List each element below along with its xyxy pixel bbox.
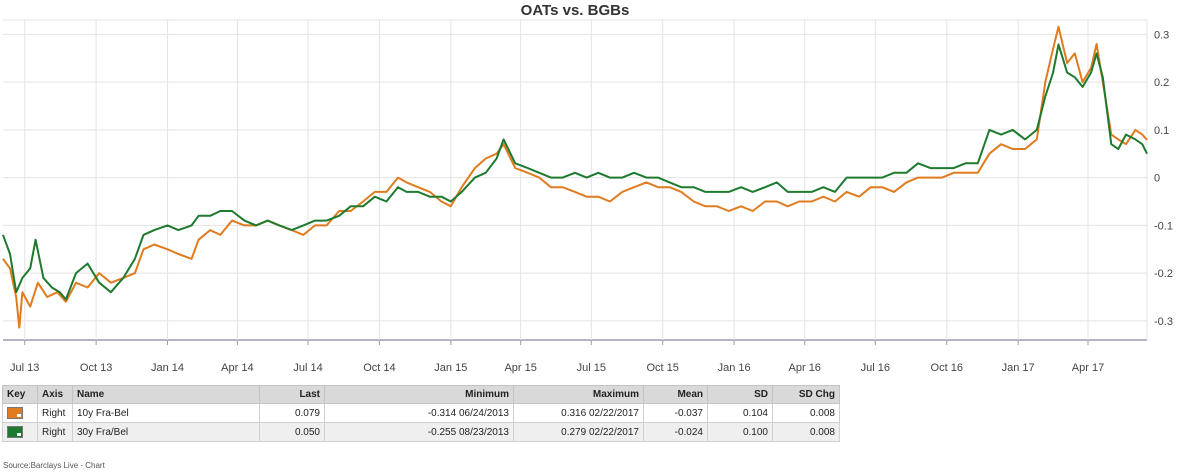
series-line-10y-fra-bel (2, 25, 1148, 329)
x-tick-label: Jul 16 (861, 362, 890, 374)
chart-title: OATs vs. BGBs (520, 2, 630, 19)
x-tick-label: Apr 14 (221, 362, 253, 374)
x-tick-label: Jan 17 (1002, 362, 1035, 374)
col-name: Name (72, 385, 260, 404)
col-key: Key (2, 385, 38, 404)
maximum-cell: 0.316 02/22/2017 (513, 403, 644, 423)
x-tick-label: Jul 13 (10, 362, 39, 374)
series-line-30y-fra-bel (2, 43, 1148, 301)
mean-cell: -0.037 (643, 403, 708, 423)
minimum-cell: -0.314 06/24/2013 (324, 403, 514, 423)
x-tick-label: Oct 14 (363, 362, 395, 374)
x-axis-ticks: Jul 13 Oct 13 Jan 14 Apr 14 Jul 14 Oct 14 Jan … (10, 362, 1104, 374)
name-cell: 10y Fra-Bel (72, 403, 260, 423)
name-cell: 30y Fra/Bel (72, 422, 260, 442)
sd-cell: 0.104 (707, 403, 773, 423)
y-tick-label: -0.2 (1154, 268, 1173, 280)
key-cell (2, 422, 38, 442)
table-row: Right 30y Fra/Bel 0.050 -0.255 08/23/201… (2, 422, 840, 442)
last-cell: 0.050 (259, 422, 325, 442)
line-chart: 0.3 0.2 0.1 0 -0.1 -0.2 -0.3 Jul 13 Oct 13 Jan 1… (2, 19, 1173, 374)
stats-table: Key Axis Name Last Minimum Maximum Mean … (2, 385, 840, 442)
axis-cell: Right (37, 403, 73, 423)
x-tick-label: Jan 16 (718, 362, 751, 374)
col-axis: Axis (37, 385, 73, 404)
col-maximum: Maximum (513, 385, 644, 404)
y-axis-ticks: 0.3 0.2 0.1 0 -0.1 -0.2 -0.3 (1154, 29, 1173, 328)
y-tick-label: -0.3 (1154, 316, 1173, 328)
sd-chg-cell: 0.008 (772, 403, 840, 423)
axis-cell: Right (37, 422, 73, 442)
y-tick-label: 0.1 (1154, 125, 1169, 137)
table-row: Right 10y Fra-Bel 0.079 -0.314 06/24/201… (2, 403, 840, 423)
col-mean: Mean (643, 385, 708, 404)
x-tick-label: Jan 15 (434, 362, 467, 374)
x-tick-label: Oct 13 (80, 362, 112, 374)
x-tick-label: Jul 15 (577, 362, 606, 374)
x-tick-label: Oct 15 (646, 362, 678, 374)
source-note: Source:Barclays Live - Chart (3, 461, 105, 470)
col-sd-chg: SD Chg (772, 385, 840, 404)
x-tick-label: Apr 17 (1072, 362, 1104, 374)
maximum-cell: 0.279 02/22/2017 (513, 422, 644, 442)
series-swatch (7, 407, 23, 419)
x-tick-label: Apr 15 (504, 362, 536, 374)
grid-lines (3, 19, 1148, 345)
y-tick-label: 0.3 (1154, 29, 1169, 41)
sd-chg-cell: 0.008 (772, 422, 840, 442)
last-cell: 0.079 (259, 403, 325, 423)
col-sd: SD (707, 385, 773, 404)
mean-cell: -0.024 (643, 422, 708, 442)
x-tick-label: Apr 16 (789, 362, 821, 374)
y-tick-label: 0 (1154, 173, 1160, 185)
y-tick-label: -0.1 (1154, 220, 1173, 232)
key-cell (2, 403, 38, 423)
x-tick-label: Oct 16 (931, 362, 963, 374)
sd-cell: 0.100 (707, 422, 773, 442)
col-minimum: Minimum (324, 385, 514, 404)
x-tick-label: Jul 14 (293, 362, 322, 374)
y-tick-label: 0.2 (1154, 77, 1169, 89)
stats-header-row: Key Axis Name Last Minimum Maximum Mean … (2, 385, 840, 404)
col-last: Last (259, 385, 325, 404)
series-swatch (7, 426, 23, 438)
minimum-cell: -0.255 08/23/2013 (324, 422, 514, 442)
series-layer (2, 25, 1148, 329)
x-tick-label: Jan 14 (151, 362, 184, 374)
